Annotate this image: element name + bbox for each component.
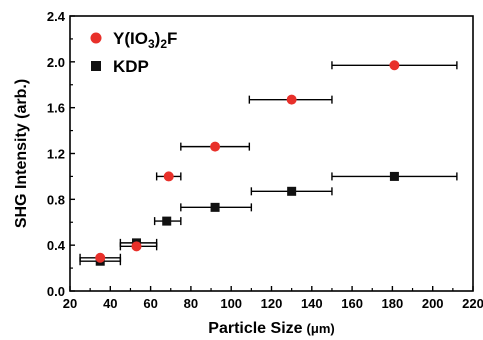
x-axis-title: Particle Size (μm) (208, 320, 334, 337)
legend-marker-kdp (91, 61, 101, 71)
y-tick-label: 1.6 (47, 101, 65, 116)
y-tick-label: 2.0 (47, 55, 65, 70)
data-point-kdp (389, 171, 399, 181)
data-point-yio3f (95, 252, 106, 263)
data-point-kdp (210, 202, 220, 212)
y-tick-label: 1.2 (47, 147, 65, 162)
data-marks (79, 60, 458, 266)
x-tick-label: 220 (462, 296, 483, 311)
data-point-yio3f (286, 94, 297, 105)
y-axis-title: SHG Intensity (arb.) (13, 79, 30, 228)
x-tick-label: 20 (63, 296, 77, 311)
y-tick-label: 0.0 (47, 284, 65, 299)
legend-label-yio3f: Y(IO3)2F (113, 29, 177, 51)
x-tick-label: 60 (143, 296, 157, 311)
x-tick-label: 140 (301, 296, 323, 311)
x-tick-label: 40 (103, 296, 117, 311)
x-tick-label: 160 (341, 296, 363, 311)
y-tick-label: 0.4 (47, 238, 66, 253)
data-point-yio3f (163, 171, 174, 182)
data-point-yio3f (131, 241, 142, 252)
x-tick-label: 200 (422, 296, 444, 311)
legend: Y(IO3)2F KDP (90, 29, 177, 76)
x-tick-label: 100 (220, 296, 242, 311)
x-tick-label: 80 (184, 296, 198, 311)
x-tick-label: 120 (261, 296, 283, 311)
data-point-yio3f (389, 60, 400, 71)
y-tick-label: 0.8 (47, 192, 65, 207)
data-point-kdp (287, 186, 297, 196)
x-tick-label: 180 (382, 296, 404, 311)
legend-marker-yio3f (90, 32, 102, 44)
axis-ticks: 20 40 60 80 100 120 140 160 180 200 220 0.0 0.4 0.8 1.… (47, 9, 483, 311)
legend-label-kdp: KDP (113, 57, 149, 76)
data-point-yio3f (210, 141, 221, 152)
data-point-kdp (162, 216, 172, 226)
y-tick-label: 2.4 (47, 9, 66, 24)
